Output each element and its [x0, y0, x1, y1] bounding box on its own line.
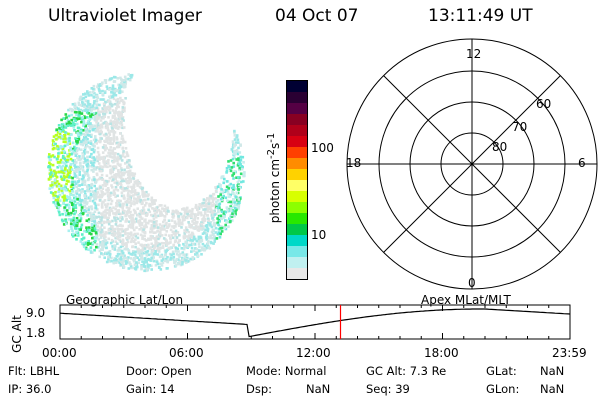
- colorbar-segment: [287, 125, 307, 136]
- mlt-label-6: 6: [578, 156, 586, 170]
- colorbar-segment: [287, 224, 307, 235]
- colorbar-segment: [287, 180, 307, 191]
- mlt-label-12: 12: [466, 47, 482, 61]
- colorbar: [286, 80, 308, 280]
- lat-label-70: 70: [512, 120, 528, 134]
- seq-info: Seq: 39: [366, 382, 410, 396]
- colorbar-segment: [287, 257, 307, 268]
- colorbar-segment: [287, 268, 307, 279]
- colorbar-segment: [287, 103, 307, 114]
- x-tick-2359: 23:59: [552, 346, 587, 360]
- colorbar-segment: [287, 81, 307, 92]
- colorbar-segment: [287, 158, 307, 169]
- glon-label: GLon:: [486, 382, 520, 396]
- door-info: Door: Open: [126, 364, 192, 378]
- glat-value: NaN: [540, 364, 565, 378]
- colorbar-segment: [287, 213, 307, 224]
- colorbar-tick-100: 100: [311, 141, 334, 155]
- mlt-label-18: 18: [346, 156, 362, 170]
- x-tick-0000: 00:00: [42, 346, 77, 360]
- gc-alt-info: GC Alt: 7.3 Re: [366, 364, 447, 378]
- mlt-label-0: 0: [468, 276, 476, 290]
- colorbar-segment: [287, 191, 307, 202]
- filter-info: Flt: LBHL: [8, 364, 60, 378]
- geographic-label: Geographic Lat/Lon: [66, 293, 184, 307]
- y-tick-1-8: 1.8: [26, 326, 46, 340]
- x-tick-1800: 18:00: [424, 346, 459, 360]
- colorbar-segment: [287, 202, 307, 213]
- colorbar-segment: [287, 136, 307, 147]
- mode-info: Mode: Normal: [246, 364, 327, 378]
- x-tick-1200: 12:00: [296, 346, 331, 360]
- x-tick-0600: 06:00: [169, 346, 204, 360]
- colorbar-tick-10: 10: [311, 228, 327, 242]
- dsp-label: Dsp:: [246, 382, 273, 396]
- colorbar-segment: [287, 92, 307, 103]
- y-tick-9: 9.0: [26, 306, 46, 320]
- glon-value: NaN: [540, 382, 565, 396]
- ip-info: IP: 36.0: [8, 382, 52, 396]
- dsp-value: NaN: [306, 382, 331, 396]
- gain-info: Gain: 14: [126, 382, 175, 396]
- colorbar-segment: [287, 147, 307, 158]
- colorbar-segment: [287, 169, 307, 180]
- lat-label-80: 80: [492, 140, 508, 154]
- lat-label-60: 60: [536, 97, 552, 111]
- glat-label: GLat:: [486, 364, 517, 378]
- date-label: 04 Oct 07: [275, 6, 359, 26]
- colorbar-segment: [287, 235, 307, 246]
- colorbar-segment: [287, 246, 307, 257]
- time-label: 13:11:49 UT: [428, 6, 533, 26]
- instrument-title: Ultraviolet Imager: [48, 6, 202, 26]
- apex-label: Apex MLat/MLT: [421, 293, 511, 307]
- colorbar-segment: [287, 114, 307, 125]
